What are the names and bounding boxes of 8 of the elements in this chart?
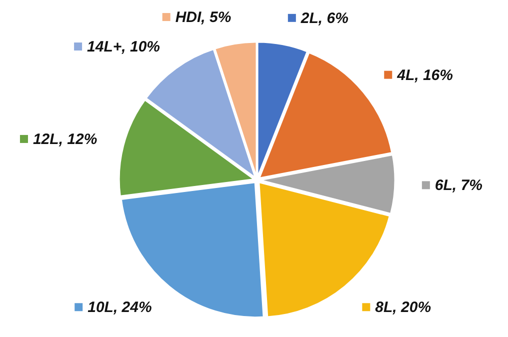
legend-label: HDI, 5% bbox=[175, 9, 232, 26]
legend-label: 12L, 12% bbox=[32, 130, 98, 148]
legend-label: 10L, 24% bbox=[88, 299, 152, 316]
legend-label: 4L, 16% bbox=[396, 66, 454, 84]
legend-label: 2L, 6% bbox=[300, 10, 348, 27]
legend-label: 6L, 7% bbox=[434, 177, 482, 194]
legend-label: 14L+, 10% bbox=[87, 38, 160, 56]
legend-label: 8L, 20% bbox=[375, 299, 432, 316]
